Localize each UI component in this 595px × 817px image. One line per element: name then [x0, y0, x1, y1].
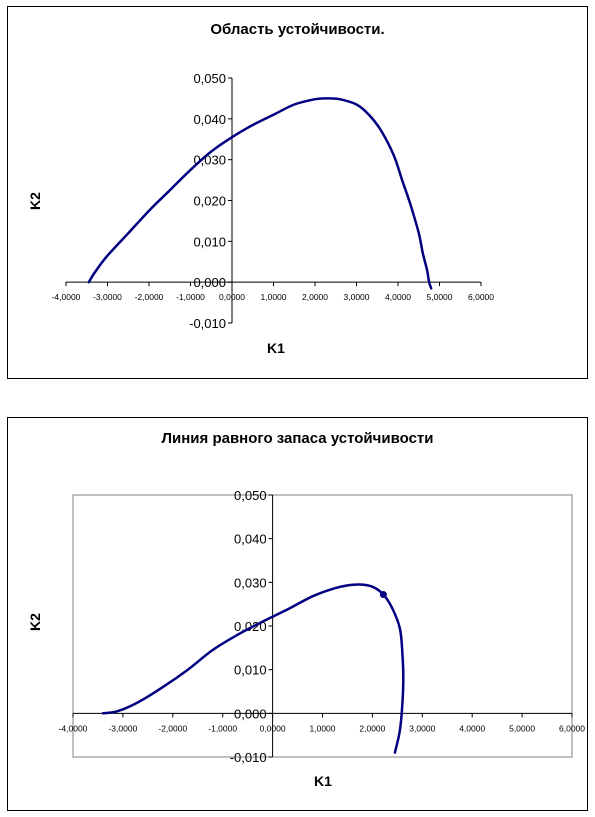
- x-tick-label: 2,0000: [359, 723, 385, 733]
- y-tick-label: 0,020: [193, 194, 226, 209]
- x-tick-label: 2,0000: [302, 292, 328, 302]
- x-tick-label: -4,0000: [59, 723, 88, 733]
- x-tick-label: -4,0000: [52, 292, 81, 302]
- x-tick-label: -2,0000: [158, 723, 187, 733]
- y-tick-label: -0,010: [189, 316, 226, 331]
- x-tick-label: 6,0000: [559, 723, 585, 733]
- y-tick-label: 0,040: [193, 112, 226, 127]
- x-tick-label: 5,0000: [427, 292, 453, 302]
- y-tick-label: 0,050: [234, 488, 267, 503]
- y-tick-label: 0,030: [193, 153, 226, 168]
- chart-title: Линия равного запаса устойчивости: [161, 430, 434, 447]
- series-line: [101, 583, 405, 754]
- y-tick-label: 0,000: [193, 275, 226, 290]
- y-tick-label: 0,000: [234, 706, 267, 721]
- x-tick-label: 5,0000: [509, 723, 535, 733]
- x-tick-label: -1,0000: [176, 292, 205, 302]
- y-tick-label: 0,050: [193, 71, 226, 86]
- x-tick-label: -1,0000: [208, 723, 237, 733]
- x-tick-label: 0,0000: [260, 723, 286, 733]
- x-axis-label: K1: [267, 340, 285, 356]
- x-tick-label: 3,0000: [409, 723, 435, 733]
- y-tick-label: -0,010: [230, 750, 267, 765]
- x-tick-label: 4,0000: [385, 292, 411, 302]
- x-tick-label: 1,0000: [261, 292, 287, 302]
- y-tick-label: 0,030: [234, 575, 267, 590]
- chart-plot-area: -4,0000 -3,0000 -2,0000 -1,0000 0,0000 1,0000…: [59, 488, 586, 765]
- x-tick-label: -2,0000: [135, 292, 164, 302]
- plot-frame: [72, 494, 573, 758]
- y-tick-label: 0,010: [234, 663, 267, 678]
- chart-title: Область устойчивости.: [210, 21, 385, 38]
- x-tick-label: -3,0000: [108, 723, 137, 733]
- x-axis-label: K1: [314, 773, 332, 789]
- y-tick-label: 0,010: [193, 234, 226, 249]
- x-tick-label: 4,0000: [459, 723, 485, 733]
- chart-plot-area: -4,0000 -3,0000 -2,0000 -1,0000 0,0000 1,0000…: [52, 71, 495, 331]
- x-tick-label: 0,0000: [219, 292, 245, 302]
- series-line: [87, 97, 433, 290]
- x-tick-label: 6,0000: [468, 292, 494, 302]
- data-point-marker: [379, 591, 387, 599]
- x-tick-label: 1,0000: [310, 723, 336, 733]
- x-tick-label: 3,0000: [344, 292, 370, 302]
- chart-equal-margin-line: Линия равного запаса устойчивости K2 K1 …: [7, 417, 588, 811]
- y-tick-label: 0,040: [234, 532, 267, 547]
- chart-stability-region: Область устойчивости. K2 K1 -4,0000 -3,00…: [7, 6, 588, 379]
- x-tick-label: -3,0000: [93, 292, 122, 302]
